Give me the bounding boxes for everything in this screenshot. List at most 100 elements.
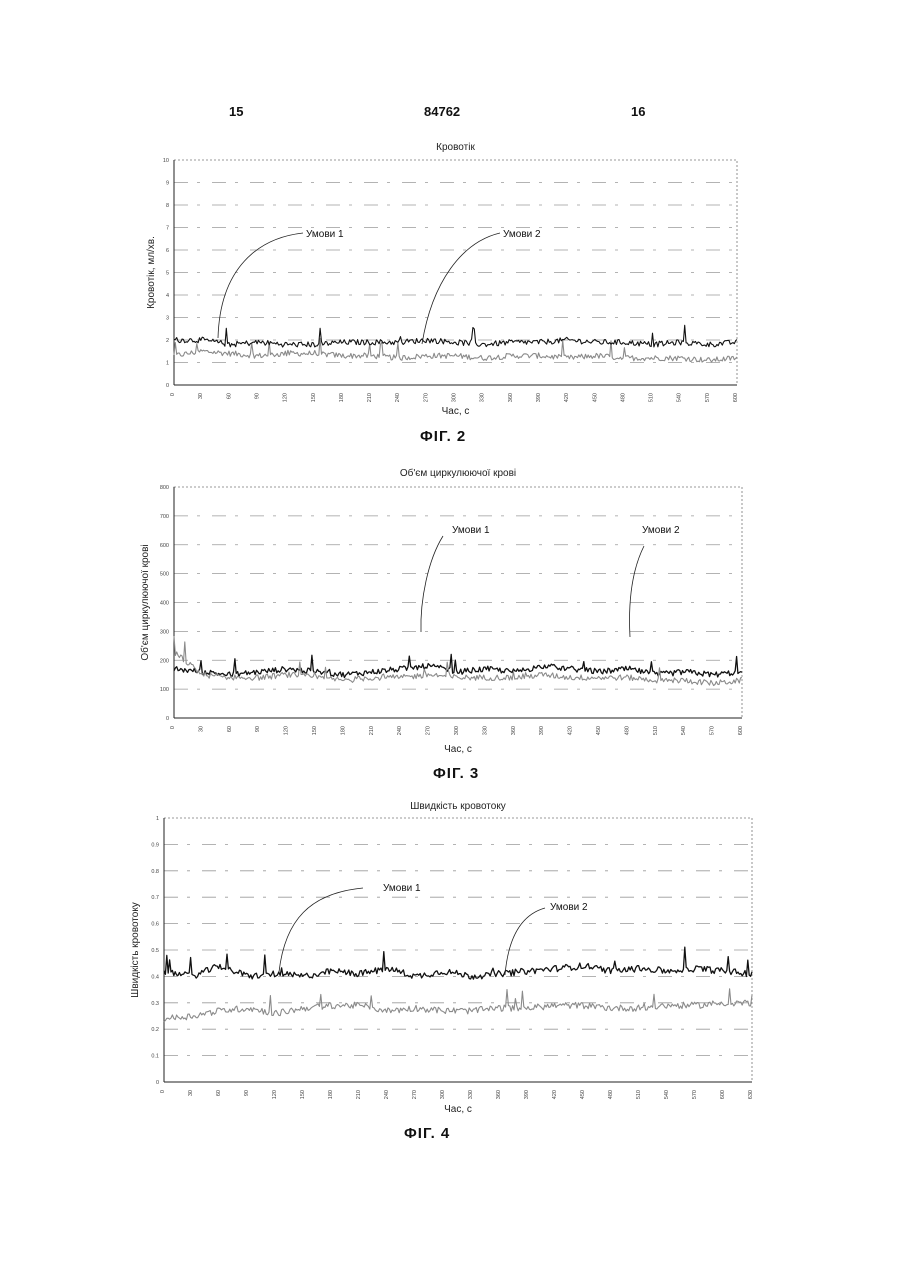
y-tick-label: 300 — [160, 629, 169, 635]
y-tick-label: 0 — [166, 716, 169, 722]
x-axis-label: Час, с — [444, 744, 472, 755]
y-tick-label: 2 — [166, 338, 169, 344]
x-tick-label: 600 — [738, 726, 744, 735]
x-tick-label: 270 — [412, 1090, 418, 1099]
x-tick-label: 450 — [592, 393, 598, 402]
x-tick-label: 450 — [580, 1090, 586, 1099]
series-line-1 — [164, 947, 752, 979]
x-tick-label: 300 — [452, 393, 458, 402]
x-tick-label: 540 — [681, 726, 687, 735]
x-tick-label: 390 — [539, 726, 545, 735]
y-tick-label: 0.5 — [151, 948, 159, 954]
x-tick-label: 510 — [649, 393, 655, 402]
y-tick-label: 800 — [160, 485, 169, 491]
x-tick-label: 90 — [255, 726, 261, 732]
x-tick-label: 0 — [170, 726, 176, 729]
y-tick-label: 0.9 — [151, 842, 159, 848]
x-tick-label: 600 — [733, 393, 739, 402]
series-line-2 — [174, 325, 737, 347]
y-tick-label: 0.3 — [151, 1001, 159, 1007]
x-tick-label: 540 — [664, 1090, 670, 1099]
series-line-2 — [174, 636, 742, 685]
x-tick-label: 270 — [423, 393, 429, 402]
x-tick-label: 30 — [198, 393, 204, 399]
x-tick-label: 480 — [620, 393, 626, 402]
series-line-2 — [164, 989, 752, 1022]
x-tick-label: 270 — [426, 726, 432, 735]
chart-4: 00.10.20.30.40.50.60.70.80.9103060901201… — [130, 801, 754, 1115]
x-axis-label: Час, с — [444, 1104, 472, 1115]
x-tick-label: 300 — [454, 726, 460, 735]
x-tick-label: 570 — [710, 726, 716, 735]
x-tick-label: 90 — [244, 1090, 250, 1096]
y-tick-label: 4 — [166, 293, 169, 299]
y-tick-label: 0 — [156, 1080, 159, 1086]
y-axis-label: Об'єм циркулюючої крові — [139, 544, 151, 660]
y-tick-label: 700 — [160, 514, 169, 520]
annotation-label: Умови 1 — [452, 525, 490, 536]
x-tick-label: 450 — [596, 726, 602, 735]
chart-title: Швидкість кровотоку — [410, 801, 506, 812]
y-tick-label: 200 — [160, 658, 169, 664]
y-tick-label: 0.6 — [151, 922, 159, 928]
x-tick-label: 330 — [468, 1090, 474, 1099]
y-axis-label: Кровотік, мл/хв. — [146, 236, 157, 309]
annotation-leader — [630, 546, 644, 637]
series-line-1 — [174, 654, 742, 677]
x-tick-label: 360 — [508, 393, 514, 402]
x-tick-label: 180 — [339, 393, 345, 402]
y-tick-label: 8 — [166, 203, 169, 209]
x-tick-label: 360 — [511, 726, 517, 735]
y-tick-label: 5 — [166, 271, 169, 277]
x-tick-label: 180 — [328, 1090, 334, 1099]
y-tick-label: 3 — [166, 316, 169, 322]
x-tick-label: 210 — [367, 393, 373, 402]
x-tick-label: 480 — [608, 1090, 614, 1099]
x-tick-label: 240 — [395, 393, 401, 402]
x-axis-label: Час, с — [442, 406, 470, 417]
y-tick-label: 0.1 — [151, 1054, 159, 1060]
x-tick-label: 90 — [254, 393, 260, 399]
annotation-leader — [279, 888, 363, 972]
x-tick-label: 60 — [227, 726, 233, 732]
annotation-label: Умови 2 — [503, 229, 541, 240]
x-tick-label: 120 — [283, 393, 289, 402]
y-tick-label: 0.7 — [151, 895, 159, 901]
y-tick-label: 10 — [163, 158, 169, 164]
x-tick-label: 630 — [748, 1090, 754, 1099]
chart-3: 0 100 200 300 400 500 600 700 800 0 30 60 90 120 150 18… — [139, 467, 744, 755]
x-tick-label: 420 — [568, 726, 574, 735]
x-tick-label: 480 — [624, 726, 630, 735]
x-tick-label: 120 — [284, 726, 290, 735]
y-tick-label: 500 — [160, 572, 169, 578]
x-tick-label: 420 — [552, 1090, 558, 1099]
x-tick-label: 570 — [692, 1090, 698, 1099]
x-tick-label: 570 — [705, 393, 711, 402]
y-tick-label: 9 — [166, 181, 169, 187]
annotation-label: Умови 1 — [383, 883, 421, 894]
x-tick-label: 240 — [384, 1090, 390, 1099]
y-tick-label: 0.2 — [151, 1027, 159, 1033]
x-tick-label: 0 — [160, 1090, 166, 1093]
x-tick-label: 120 — [272, 1090, 278, 1099]
x-tick-label: 150 — [312, 726, 318, 735]
figure-label-4: ФІГ. 4 — [404, 1125, 450, 1142]
x-tick-label: 540 — [677, 393, 683, 402]
y-tick-label: 400 — [160, 601, 169, 607]
y-tick-label: 600 — [160, 543, 169, 549]
annotation-leader — [421, 536, 443, 632]
annotation-label: Умови 2 — [550, 902, 588, 913]
y-tick-label: 6 — [166, 248, 169, 254]
annotation-label: Умови 1 — [306, 229, 344, 240]
chart-title: Об'єм циркулюючої крові — [400, 467, 516, 479]
x-tick-label: 390 — [536, 393, 542, 402]
x-tick-label: 330 — [480, 393, 486, 402]
figure-label-3: ФІГ. 3 — [433, 765, 479, 782]
y-tick-label: 100 — [160, 687, 169, 693]
annotation-leader — [505, 908, 545, 975]
x-tick-label: 180 — [340, 726, 346, 735]
annotation-leader — [218, 233, 303, 338]
x-tick-label: 210 — [369, 726, 375, 735]
x-tick-label: 600 — [720, 1090, 726, 1099]
x-tick-label: 30 — [198, 726, 204, 732]
